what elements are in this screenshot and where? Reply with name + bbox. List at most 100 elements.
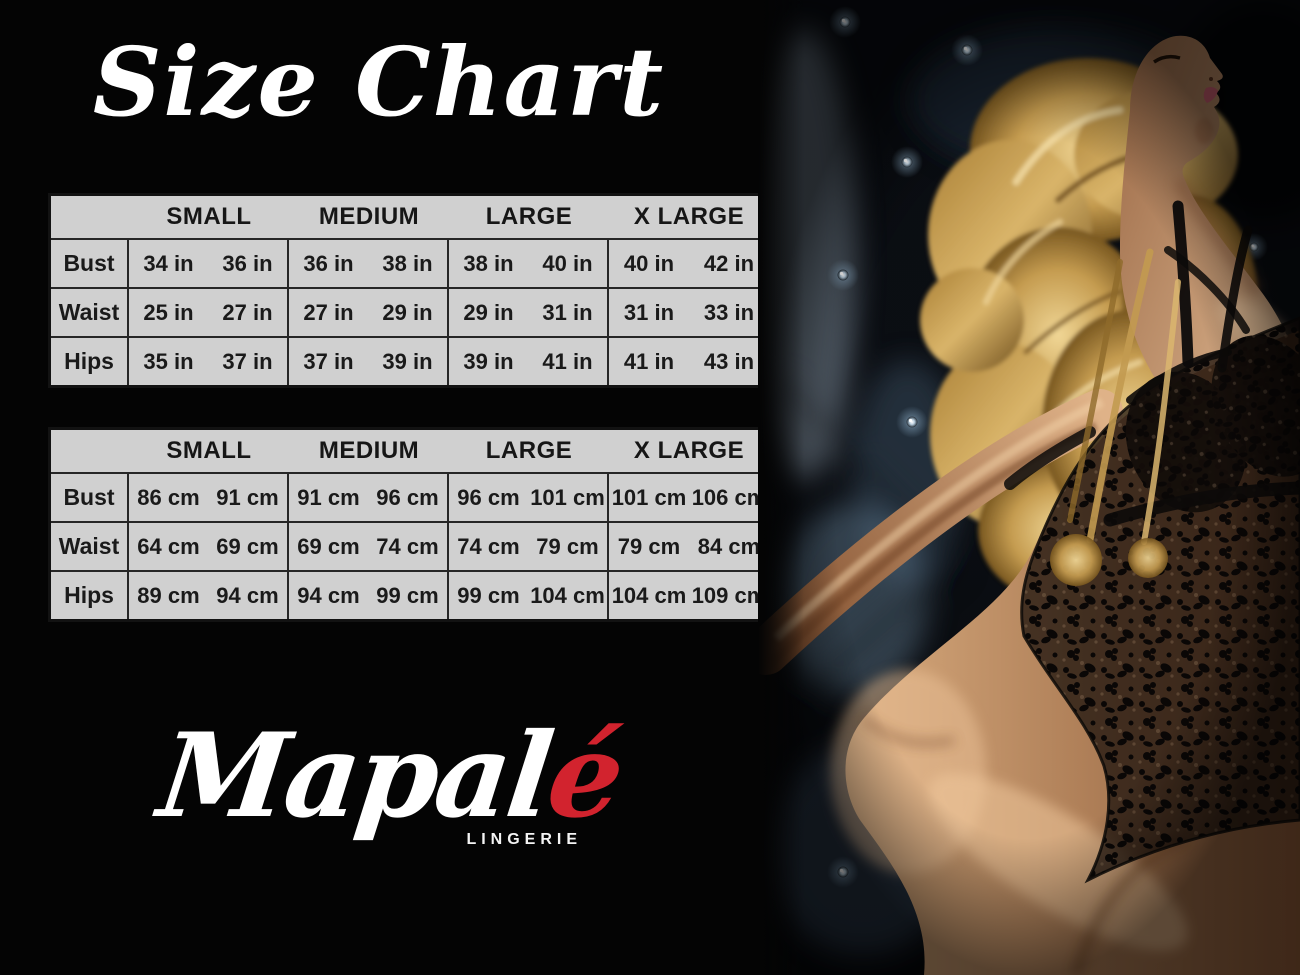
size-table-inches: SMALL MEDIUM LARGE X LARGE Bust 34 in 36…: [48, 193, 772, 388]
cell-xlarge: 31 in 33 in: [609, 289, 769, 336]
cell-value: 109 cm: [691, 582, 767, 608]
photo-vignette: [758, 0, 1300, 975]
size-header-large: LARGE: [485, 437, 573, 464]
cell-value: 34 in: [143, 250, 194, 276]
row-label: Waist: [51, 289, 129, 336]
row-label: Hips: [51, 338, 129, 385]
cell-value: 74 cm: [376, 533, 439, 559]
cell-value: 36 in: [303, 250, 354, 276]
chart-panel: Size Chart SMALL MEDIUM LARGE X LARGE Bu…: [48, 27, 772, 849]
cell-value: 40 in: [542, 250, 593, 276]
photo-left-blend: [758, 0, 804, 975]
cell-value: 41 in: [542, 348, 593, 374]
cell-value: 27 in: [222, 299, 273, 325]
cell-medium: 91 cm 96 cm: [289, 474, 449, 521]
cell-value: 91 cm: [216, 484, 279, 510]
cell-small: 35 in 37 in: [129, 338, 289, 385]
cell-value: 27 in: [303, 299, 354, 325]
cell-small: 34 in 36 in: [129, 240, 289, 287]
table-row-bust: Bust 86 cm 91 cm 91 cm 96 cm 96 cm 101 c…: [51, 472, 769, 521]
cell-xlarge: 41 in 43 in: [609, 338, 769, 385]
cell-value: 36 in: [222, 250, 273, 276]
size-header-large: LARGE: [485, 203, 573, 230]
cell-value: 29 in: [382, 299, 433, 325]
cell-value: 74 cm: [457, 533, 520, 559]
cell-value: 101 cm: [530, 484, 605, 510]
cell-value: 38 in: [463, 250, 514, 276]
cell-xlarge: 40 in 42 in: [609, 240, 769, 287]
cell-medium: 94 cm 99 cm: [289, 572, 449, 619]
cell-value: 104 cm: [611, 582, 687, 608]
brand-tagline: LINGERIE: [466, 831, 582, 849]
cell-value: 86 cm: [137, 484, 200, 510]
size-header-medium: MEDIUM: [318, 437, 420, 464]
size-table-centimeters: SMALL MEDIUM LARGE X LARGE Bust 86 cm 91…: [48, 427, 772, 622]
table-row-waist: Waist 64 cm 69 cm 69 cm 74 cm 74 cm 79 c…: [51, 521, 769, 570]
cell-value: 96 cm: [457, 484, 520, 510]
row-label: Hips: [51, 572, 129, 619]
row-label: Bust: [51, 240, 129, 287]
cell-large: 99 cm 104 cm: [449, 572, 609, 619]
cell-value: 94 cm: [297, 582, 360, 608]
cell-value: 29 in: [463, 299, 514, 325]
cell-value: 96 cm: [376, 484, 439, 510]
cell-xlarge: 101 cm 106 cm: [609, 474, 769, 521]
size-header-small: SMALL: [166, 437, 252, 464]
size-header-small: SMALL: [166, 203, 252, 230]
cell-value: 99 cm: [457, 582, 520, 608]
cell-small: 89 cm 94 cm: [129, 572, 289, 619]
cell-value: 35 in: [143, 348, 194, 374]
cell-value: 84 cm: [697, 533, 761, 559]
cell-value: 40 in: [623, 250, 675, 276]
page-title: Size Chart: [92, 27, 666, 138]
cell-value: 79 cm: [617, 533, 681, 559]
cell-medium: 69 cm 74 cm: [289, 523, 449, 570]
cell-value: 31 in: [623, 299, 675, 325]
cell-value: 94 cm: [216, 582, 279, 608]
cell-medium: 36 in 38 in: [289, 240, 449, 287]
cell-xlarge: 104 cm 109 cm: [609, 572, 769, 619]
cell-value: 39 in: [463, 348, 514, 374]
cell-large: 96 cm 101 cm: [449, 474, 609, 521]
brand-accent-letter: é: [540, 708, 629, 844]
cell-value: 64 cm: [137, 533, 200, 559]
cell-large: 29 in 31 in: [449, 289, 609, 336]
cell-value: 42 in: [703, 250, 755, 276]
brand-wordmark: Mapalé: [112, 708, 668, 844]
brand-name-text: Mapal: [151, 708, 558, 844]
cell-value: 69 cm: [216, 533, 279, 559]
cell-value: 69 cm: [297, 533, 360, 559]
cell-value: 37 in: [303, 348, 354, 374]
cell-value: 91 cm: [297, 484, 360, 510]
cell-value: 106 cm: [691, 484, 767, 510]
cell-small: 25 in 27 in: [129, 289, 289, 336]
cell-value: 33 in: [703, 299, 755, 325]
size-header-xlarge: X LARGE: [633, 203, 745, 230]
cell-value: 101 cm: [611, 484, 687, 510]
brand-logo: Mapalé LINGERIE: [120, 708, 660, 849]
cell-value: 31 in: [542, 299, 593, 325]
cell-value: 39 in: [382, 348, 433, 374]
row-label: Waist: [51, 523, 129, 570]
size-header-xlarge: X LARGE: [633, 437, 745, 464]
table-row-bust: Bust 34 in 36 in 36 in 38 in 38 in 40 in…: [51, 238, 769, 287]
size-header-medium: MEDIUM: [318, 203, 420, 230]
cell-small: 86 cm 91 cm: [129, 474, 289, 521]
cell-value: 79 cm: [536, 533, 599, 559]
cell-value: 38 in: [382, 250, 433, 276]
model-photo-illustration: [758, 0, 1300, 975]
cell-value: 99 cm: [376, 582, 439, 608]
model-photo: [758, 0, 1300, 975]
table-header-row: SMALL MEDIUM LARGE X LARGE: [51, 196, 769, 238]
cell-xlarge: 79 cm 84 cm: [609, 523, 769, 570]
cell-value: 25 in: [143, 299, 194, 325]
cell-small: 64 cm 69 cm: [129, 523, 289, 570]
table-row-waist: Waist 25 in 27 in 27 in 29 in 29 in 31 i…: [51, 287, 769, 336]
cell-value: 89 cm: [137, 582, 200, 608]
cell-value: 43 in: [703, 348, 755, 374]
table-row-hips: Hips 89 cm 94 cm 94 cm 99 cm 99 cm 104 c…: [51, 570, 769, 619]
cell-large: 39 in 41 in: [449, 338, 609, 385]
cell-large: 74 cm 79 cm: [449, 523, 609, 570]
table-header-row: SMALL MEDIUM LARGE X LARGE: [51, 430, 769, 472]
